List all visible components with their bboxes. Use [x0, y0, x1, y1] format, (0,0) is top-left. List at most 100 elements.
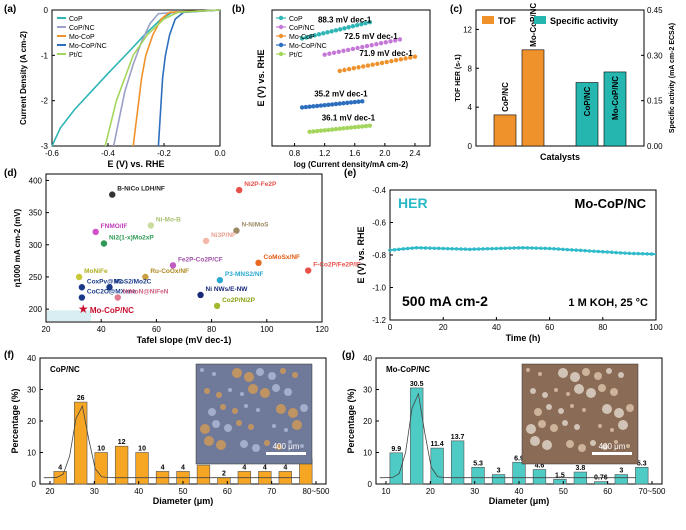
- x-tick-label: 10: [382, 487, 391, 496]
- panel-a: (a) -0.6 -0.4 -0.2 0.0 0 -1 -2 -3 E (V) vs. RHE Cu…: [4, 4, 226, 169]
- legend-label: Mo-CoP/NC: [289, 43, 327, 50]
- stability-marker: [468, 247, 472, 252]
- micrograph-feature: [526, 424, 536, 434]
- bar-value-label: 3.8: [576, 465, 586, 472]
- stability-marker: [490, 246, 494, 251]
- micrograph-feature: [598, 384, 606, 392]
- bar-value-label: 1.5: [555, 472, 565, 479]
- catalyst-label: Mo-CoP/NC: [575, 196, 647, 211]
- micrograph-feature: [276, 404, 286, 414]
- micrograph-feature: [244, 372, 254, 382]
- legend-label: Pt/C: [69, 52, 83, 59]
- stability-marker: [428, 246, 432, 250]
- x-tick-label: 0.8: [289, 149, 301, 158]
- data-point: [92, 228, 99, 236]
- micrograph-feature: [208, 408, 216, 416]
- micrograph-feature: [586, 388, 596, 398]
- x-tick-label: 60: [223, 487, 232, 496]
- stability-marker: [574, 248, 578, 252]
- data-point-CoP: [312, 33, 317, 38]
- micrograph-feature: [626, 404, 634, 412]
- series-line-CoP: [51, 9, 221, 147]
- stability-marker: [609, 250, 614, 255]
- y-tick-label: 4: [468, 103, 473, 112]
- y-tick-label: 0: [44, 6, 49, 15]
- her-label: HER: [398, 195, 428, 211]
- y-axis-title: Percentage (%): [346, 388, 356, 453]
- histogram-bar: [512, 461, 526, 485]
- stability-marker: [445, 246, 450, 251]
- stability-marker: [503, 246, 508, 250]
- bar-value-label: 4: [161, 464, 165, 471]
- point-label: Ni2(1-x)Mo2xP: [109, 234, 154, 241]
- stability-marker: [614, 250, 618, 255]
- scale-bar: [592, 452, 632, 455]
- micrograph-feature: [618, 420, 628, 430]
- legend-label: CoP: [289, 16, 303, 23]
- legend-label: CoP: [69, 16, 83, 23]
- legend-label: TOF: [498, 16, 516, 26]
- data-point-Mo-CoP: [370, 62, 375, 67]
- data-point: [75, 273, 83, 281]
- histogram-bar: [217, 477, 231, 485]
- stability-marker: [454, 247, 459, 251]
- micrograph-feature: [236, 420, 242, 426]
- point-label: Ni-Mo-B: [156, 216, 181, 223]
- stability-marker: [543, 246, 547, 251]
- x-tick-label: 2.4: [409, 149, 421, 158]
- point-label: Ni NWs/E-NW: [206, 286, 249, 293]
- micrograph-feature: [256, 408, 260, 412]
- x-tick-label: 30: [90, 487, 99, 496]
- data-point-Mo-CoP: [361, 64, 366, 69]
- micrograph-feature: [280, 368, 286, 374]
- data-point-Mo-CoP: [398, 57, 404, 62]
- slope-label: 35.2 mV dec-1: [314, 89, 368, 98]
- micrograph-feature: [276, 444, 282, 450]
- panel-tag: (f): [4, 350, 14, 361]
- panel-c-frame: [475, 9, 645, 147]
- histogram-bar: [491, 474, 506, 485]
- data-point: [213, 302, 221, 310]
- y-tick-label: 0: [32, 480, 37, 489]
- data-point-Mo-CoP/NC: [348, 100, 354, 105]
- point-label: Ni2P-Fe2P: [244, 181, 277, 188]
- bar-value-label: 4: [263, 464, 267, 471]
- fit-curve: [379, 392, 636, 479]
- micrograph-feature: [594, 372, 602, 380]
- stability-marker: [538, 246, 543, 250]
- data-point: [255, 259, 262, 266]
- data-point-Mo-CoP: [379, 60, 385, 66]
- x-axis-title: Diameter (μm): [153, 496, 214, 506]
- data-point-Mo-CoP: [346, 66, 352, 72]
- data-point-Pt/C: [352, 125, 357, 130]
- y-tick-label: -3: [41, 142, 49, 151]
- legend-label: Specific activity: [550, 16, 618, 26]
- stability-marker: [547, 246, 552, 251]
- data-point-Mo-CoP/NC: [318, 103, 324, 108]
- legend-marker: [278, 51, 284, 57]
- x-axis-title: Time (h): [506, 333, 541, 343]
- histogram-bar: [450, 440, 465, 485]
- stability-marker: [481, 247, 485, 251]
- micrograph-feature: [606, 368, 612, 374]
- micrograph-feature: [292, 372, 298, 378]
- x-tick-label: 1.2: [319, 149, 331, 158]
- series-line-Mo-CoP: [132, 9, 221, 147]
- micrograph-feature: [204, 388, 210, 394]
- data-point-Mo-CoP/NC: [326, 102, 331, 107]
- data-point-Pt/C: [360, 124, 365, 129]
- slope-label: 71.9 mV dec-1: [359, 49, 413, 58]
- data-point: [169, 262, 177, 269]
- data-point-Pt/C: [367, 123, 373, 128]
- y-axis-title: E (V) vs. RHE: [256, 49, 266, 106]
- scale-bar-label: 400 μm: [273, 442, 300, 451]
- stability-marker: [570, 248, 574, 252]
- data-point-CoP: [350, 24, 356, 29]
- conditions-label: 1 M KOH, 25 °C: [568, 297, 648, 309]
- y-tick-label: 10: [27, 449, 36, 458]
- x-tick-label: 80~500: [303, 487, 330, 496]
- micrograph-feature: [248, 384, 258, 394]
- data-point-Mo-CoP: [356, 65, 361, 70]
- point-label: Mo-CoP/NC: [90, 306, 134, 315]
